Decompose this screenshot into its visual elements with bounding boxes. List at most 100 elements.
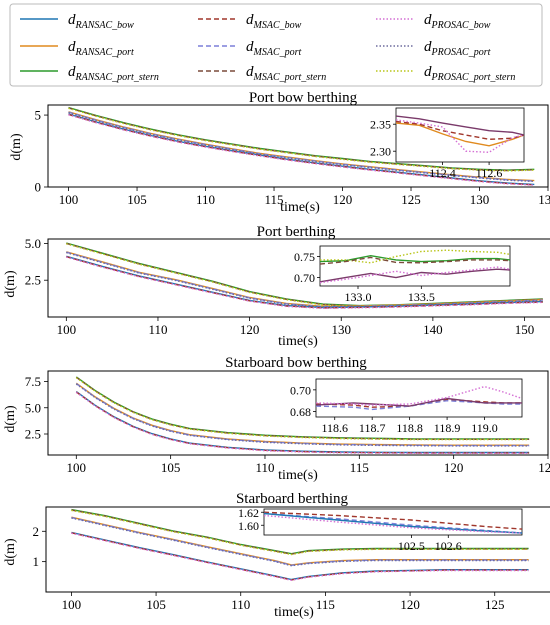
x-tick-label: 120 bbox=[333, 192, 353, 207]
inset-y-tick-label: 1.60 bbox=[238, 519, 259, 533]
x-tick-label: 100 bbox=[62, 597, 82, 612]
inset-series-line bbox=[264, 511, 522, 530]
x-tick-label: 120 bbox=[400, 597, 420, 612]
x-axis-label: time(s) bbox=[278, 334, 318, 349]
inset-series-line bbox=[264, 512, 522, 534]
series-line-upper bbox=[68, 107, 535, 172]
inset-x-tick-label: 119.0 bbox=[471, 421, 498, 435]
inset-plot-area bbox=[315, 378, 523, 418]
inset-x-tick-label: 112.6 bbox=[476, 166, 503, 180]
inset-series-line bbox=[320, 256, 510, 265]
x-tick-label: 105 bbox=[161, 460, 181, 475]
legend-entry: dRANSAC_port_stern bbox=[20, 64, 159, 83]
x-tick-label: 110 bbox=[231, 597, 250, 612]
x-axis-label: time(s) bbox=[278, 468, 318, 483]
series-line-upper bbox=[71, 509, 529, 555]
inset-series-line bbox=[316, 397, 522, 407]
legend-entry: dPROSAC_port bbox=[376, 39, 491, 58]
x-tick-label: 125 bbox=[538, 460, 550, 475]
x-tick-label: 100 bbox=[59, 192, 79, 207]
x-tick-label: 110 bbox=[148, 322, 167, 337]
inset-series-line bbox=[264, 514, 522, 534]
inset-x-tick-label: 102.6 bbox=[435, 539, 462, 553]
legend: dRANSAC_bow dMSAC_bow dPROSAC_bow dRANSAC_p… bbox=[9, 3, 543, 87]
panel-title: Starboard berthing bbox=[236, 491, 349, 507]
y-tick-label: 2 bbox=[33, 524, 40, 539]
x-axis-label: time(s) bbox=[274, 605, 314, 620]
series-line-lower bbox=[75, 391, 530, 454]
panel-port-berthing: Port berthing time(s) d(m) 100 110 120 130 1… bbox=[3, 224, 550, 349]
panel-title: Starboard bow berthing bbox=[225, 355, 367, 371]
inset-series-line bbox=[396, 115, 524, 136]
x-tick-label: 110 bbox=[196, 192, 215, 207]
series-lines bbox=[66, 242, 543, 310]
inset-y-tick-label: 2.35 bbox=[370, 118, 391, 132]
series-line-lower bbox=[68, 113, 535, 186]
series-lines bbox=[75, 376, 530, 454]
x-tick-label: 135 bbox=[538, 192, 550, 207]
plot-area bbox=[45, 506, 550, 593]
inset-series-line bbox=[316, 385, 522, 406]
inset-zoom: 118.6 118.7 118.8 118.9 119.0 0.68 0.70 bbox=[290, 378, 523, 435]
inset-x-tick-label: 118.9 bbox=[434, 421, 461, 435]
legend-label: dRANSAC_bow bbox=[68, 12, 134, 31]
legend-items: dRANSAC_bow dMSAC_bow dPROSAC_bow dRANSAC_p… bbox=[20, 12, 515, 83]
inset-series-line bbox=[320, 254, 510, 263]
legend-frame bbox=[9, 3, 543, 87]
x-tick-label: 140 bbox=[423, 322, 443, 337]
y-tick-label: 7.5 bbox=[25, 374, 41, 389]
x-tick-label: 105 bbox=[127, 192, 147, 207]
series-line-middle bbox=[71, 516, 529, 567]
x-tick-label: 150 bbox=[515, 322, 535, 337]
inset-x-tick-label: 118.7 bbox=[359, 421, 386, 435]
legend-entry: dPROSAC_bow bbox=[376, 12, 491, 31]
legend-label: dMSAC_port bbox=[246, 39, 302, 58]
x-tick-label: 125 bbox=[401, 192, 421, 207]
x-tick-label: 130 bbox=[331, 322, 351, 337]
legend-entry: dRANSAC_bow bbox=[20, 12, 134, 31]
x-tick-label: 100 bbox=[67, 460, 87, 475]
inset-zoom: 102.5 102.6 1.601.62 bbox=[238, 506, 523, 553]
inset-x-tick-label: 102.5 bbox=[398, 539, 425, 553]
x-tick-label: 115 bbox=[265, 192, 284, 207]
inset-x-tick-label: 118.8 bbox=[396, 421, 423, 435]
series-line-upper bbox=[75, 377, 530, 441]
y-tick-label: 1 bbox=[33, 554, 40, 569]
x-tick-label: 130 bbox=[470, 192, 490, 207]
panel-port-bow-berthing: Port bow berthing time(s) d(m) 100 105 110… bbox=[9, 90, 550, 215]
inset-zoom: 112.4 112.6 2.30 2.35 bbox=[370, 107, 525, 180]
legend-label: dPROSAC_port_stern bbox=[424, 64, 515, 83]
inset-x-tick-label: 133.0 bbox=[345, 290, 372, 304]
x-tick-label: 100 bbox=[57, 322, 77, 337]
x-axis-label: time(s) bbox=[280, 200, 320, 215]
x-tick-label: 120 bbox=[240, 322, 260, 337]
panel-starboard-berthing: Starboard berthing time(s) d(m) 100 105 11… bbox=[3, 491, 550, 620]
plot-area bbox=[47, 104, 549, 188]
y-tick-label: 5.0 bbox=[25, 236, 41, 251]
panel-title: Port bow berthing bbox=[249, 90, 358, 106]
series-lines bbox=[71, 508, 529, 582]
y-axis-label: d(m) bbox=[9, 133, 24, 161]
x-tick-label: 105 bbox=[146, 597, 166, 612]
legend-entry: dMSAC_port bbox=[198, 39, 302, 58]
legend-label: dRANSAC_port_stern bbox=[68, 64, 159, 83]
series-line-upper bbox=[66, 243, 543, 308]
x-tick-label: 115 bbox=[316, 597, 335, 612]
plot-area bbox=[47, 238, 550, 318]
y-tick-label: 5.0 bbox=[25, 400, 41, 415]
series-line-middle bbox=[75, 383, 530, 447]
legend-label: dPROSAC_bow bbox=[424, 12, 491, 31]
series-line-middle bbox=[68, 111, 535, 182]
x-tick-label: 125 bbox=[485, 597, 505, 612]
inset-series-line bbox=[320, 268, 510, 283]
x-tick-label: 110 bbox=[255, 460, 274, 475]
series-line-lower bbox=[71, 532, 529, 581]
y-axis-label: d(m) bbox=[3, 538, 18, 566]
legend-entry: dMSAC_port_stern bbox=[198, 64, 326, 83]
inset-plot-area bbox=[395, 107, 525, 163]
plot-area bbox=[47, 370, 549, 456]
inset-x-tick-label: 112.4 bbox=[429, 166, 456, 180]
panel-starboard-bow-berthing: Starboard bow berthing time(s) d(m) 100 1… bbox=[3, 355, 550, 483]
y-axis-label: d(m) bbox=[3, 270, 18, 298]
legend-label: dRANSAC_port bbox=[68, 39, 134, 58]
